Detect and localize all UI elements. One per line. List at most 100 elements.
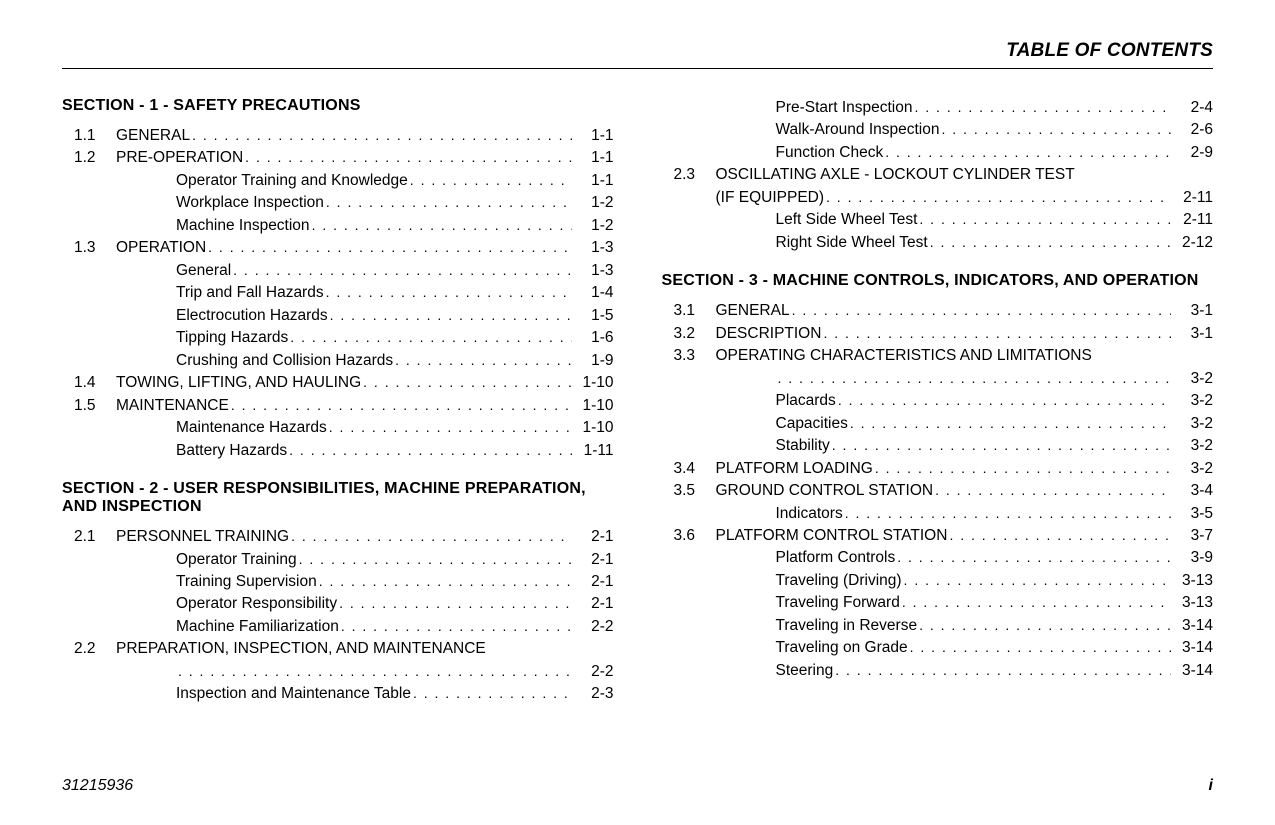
toc-pageref: 1-2 [572,192,614,214]
toc-row: 3-2 [662,368,1214,390]
toc-row: Workplace Inspection1-2 [62,192,614,214]
toc-num: 1.4 [62,372,116,394]
toc-leader-dots [848,413,1171,433]
toc-leader-dots [288,327,571,347]
toc-pageref: 3-13 [1171,592,1213,614]
toc-leader-dots [895,547,1171,567]
section-title: SECTION - 2 - USER RESPONSIBILITIES, MAC… [62,480,614,516]
toc-pageref: 3-9 [1171,547,1213,569]
toc-row: 1.3OPERATION1-3 [62,237,614,259]
toc-leader-dots [231,260,571,280]
toc-label: Machine Familiarization [176,616,339,638]
toc-label: Traveling on Grade [776,637,908,659]
toc-leader-dots [289,526,571,546]
toc-row: Trip and Fall Hazards1-4 [62,282,614,304]
toc-row: Placards3-2 [662,390,1214,412]
toc-pageref: 1-3 [572,260,614,282]
toc-leader-dots [917,615,1171,635]
toc-pageref: 2-6 [1171,119,1213,141]
footer-right: i [1209,777,1213,795]
toc-leader-dots [411,683,572,703]
toc-leader-dots [917,209,1171,229]
page-header: TABLE OF CONTENTS [62,40,1213,69]
toc-row: Electrocution Hazards1-5 [62,305,614,327]
footer-left: 31215936 [62,777,133,795]
toc-pageref: 2-12 [1171,232,1213,254]
toc-label: PLATFORM LOADING [716,458,873,480]
page-footer: 31215936 i [62,777,1213,795]
toc-row: General 1-3 [62,260,614,282]
toc-label: GENERAL [116,125,190,147]
toc-leader-dots [310,215,572,235]
toc-row: 1.2PRE-OPERATION1-1 [62,147,614,169]
toc-label: Operator Training [176,549,297,571]
toc-pageref: 3-7 [1171,525,1213,547]
toc-num: 2.2 [62,638,116,660]
toc-pageref: 2-1 [572,571,614,593]
toc-label: PLATFORM CONTROL STATION [716,525,948,547]
toc-row: Left Side Wheel Test2-11 [662,209,1214,231]
toc-leader-dots [408,170,572,190]
toc-row: Machine Familiarization2-2 [62,616,614,638]
toc-label: OPERATION [116,237,206,259]
toc-pageref: 2-2 [572,661,614,683]
toc-pageref: 3-13 [1171,570,1213,592]
toc-num: 3.4 [662,458,716,480]
toc-label: Platform Controls [776,547,896,569]
toc-leader-dots [908,637,1171,657]
toc-leader-dots [900,592,1171,612]
toc-row: Tipping Hazards1-6 [62,327,614,349]
toc-row: Machine Inspection1-2 [62,215,614,237]
toc-row: 3.5GROUND CONTROL STATION3-4 [662,480,1214,502]
toc-label: Indicators [776,503,843,525]
toc-leader-dots [912,97,1171,117]
toc-leader-dots [229,395,572,415]
toc-leader-dots [790,300,1171,320]
toc-pageref: 3-2 [1171,413,1213,435]
toc-leader-dots [324,192,572,212]
toc-label: GENERAL [716,300,790,322]
toc-row: Steering 3-14 [662,660,1214,682]
toc-leader-dots [328,305,572,325]
toc-row: Walk-Around Inspection2-6 [662,119,1214,141]
toc-pageref: 3-14 [1171,660,1213,682]
toc-row: Pre-Start Inspection2-4 [662,97,1214,119]
toc-pageref: 1-11 [572,440,614,462]
toc-label: PERSONNEL TRAINING [116,526,289,548]
toc-leader-dots [297,549,572,569]
toc-pageref: 1-4 [572,282,614,304]
toc-row: Operator Training and Knowledge1-1 [62,170,614,192]
toc-leader-dots [873,458,1171,478]
toc-row: 2-2 [62,661,614,683]
toc-num: 3.6 [662,525,716,547]
toc-num: 3.3 [662,345,716,367]
toc-num: 3.2 [662,323,716,345]
toc-pageref: 2-4 [1171,97,1213,119]
toc-row: Traveling on Grade3-14 [662,637,1214,659]
toc-label: Operator Responsibility [176,593,337,615]
toc-row: 2.1PERSONNEL TRAINING2-1 [62,526,614,548]
toc-columns: SECTION - 1 - SAFETY PRECAUTIONS1.1GENER… [62,97,1213,706]
toc-row: Traveling (Driving) 3-13 [662,570,1214,592]
toc-label: General [176,260,231,282]
toc-row: Stability3-2 [662,435,1214,457]
toc-num: 2.3 [662,164,716,186]
toc-leader-dots [830,435,1171,455]
toc-pageref: 1-10 [572,372,614,394]
toc-label: OSCILLATING AXLE - LOCKOUT CYLINDER TEST [716,164,1075,186]
toc-column-right: Pre-Start Inspection2-4Walk-Around Inspe… [662,97,1214,706]
toc-leader-dots [821,323,1171,343]
toc-label: PRE-OPERATION [116,147,243,169]
toc-label: Steering [776,660,834,682]
toc-row: 3.2DESCRIPTION3-1 [662,323,1214,345]
toc-label: OPERATING CHARACTERISTICS AND LIMITATION… [716,345,1092,367]
toc-pageref: 1-5 [572,305,614,327]
toc-label: Tipping Hazards [176,327,288,349]
toc-pageref: 1-10 [572,395,614,417]
toc-label: Capacities [776,413,848,435]
toc-label: Traveling (Driving) [776,570,902,592]
toc-num: 3.1 [662,300,716,322]
toc-label: MAINTENANCE [116,395,229,417]
toc-row: Operator Responsibility2-1 [62,593,614,615]
toc-row: Indicators3-5 [662,503,1214,525]
